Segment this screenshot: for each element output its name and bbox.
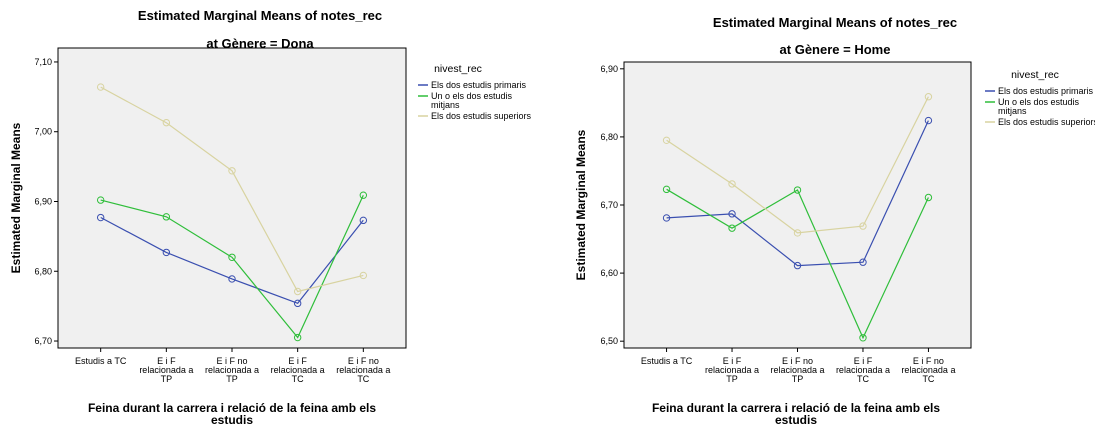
x-tick-label: E i F: [854, 356, 873, 366]
data-point: [96, 196, 105, 204]
data-point: [162, 118, 171, 127]
x-tick-label: TP: [161, 374, 173, 384]
data-point: [728, 180, 736, 188]
x-tick-label: E i F no: [216, 356, 247, 366]
chart-title: Estimated Marginal Means of notes_rec: [138, 8, 382, 23]
legend-title: nivest_rec: [434, 63, 482, 75]
data-point: [293, 333, 302, 342]
data-point: [859, 334, 867, 342]
y-axis-title: Estimated Marginal Means: [574, 129, 588, 280]
x-tick-label: TC: [922, 374, 934, 384]
data-point: [162, 213, 171, 221]
y-tick-label: 6,50: [600, 336, 618, 346]
data-point: [359, 191, 368, 199]
x-axis-title: estudis: [775, 413, 817, 427]
x-axis-title: Feina durant la carrera i relació de la …: [88, 401, 376, 415]
data-point: [728, 210, 736, 218]
legend-label: mitjans: [998, 106, 1027, 116]
x-tick-label: Estudis a TC: [75, 356, 127, 366]
x-tick-label: relacionada a: [205, 365, 259, 375]
data-point: [293, 299, 302, 308]
y-tick-label: 7,00: [34, 127, 52, 137]
data-point: [793, 186, 802, 194]
legend-label: Els dos estudis primaris: [431, 80, 527, 90]
series-line-1: [100, 216, 364, 305]
x-tick-label: TC: [357, 374, 369, 384]
y-axis-title: Estimated Marginal Means: [9, 122, 23, 273]
series-line-3: [100, 86, 364, 293]
data-point: [924, 116, 933, 125]
y-tick-label: 6,70: [34, 336, 52, 346]
chart-subtitle: at Gènere = Home: [780, 42, 891, 57]
legend-label: Els dos estudis superiors: [431, 111, 532, 121]
y-tick-label: 6,70: [600, 200, 618, 210]
data-point: [793, 261, 802, 270]
data-point: [662, 136, 671, 145]
data-point: [924, 93, 933, 101]
legend-label: mitjans: [431, 100, 460, 110]
x-tick-label: TP: [726, 374, 738, 384]
x-tick-label: E i F no: [348, 356, 379, 366]
data-point: [924, 193, 933, 202]
x-tick-label: relacionada a: [336, 365, 390, 375]
x-tick-label: E i F: [288, 356, 307, 366]
x-tick-label: TP: [226, 374, 238, 384]
data-point: [228, 253, 236, 262]
x-tick-label: relacionada a: [705, 365, 759, 375]
y-tick-label: 6,80: [600, 132, 618, 142]
data-point: [728, 224, 736, 232]
legend-title: nivest_rec: [1011, 69, 1059, 81]
data-point: [228, 275, 236, 283]
y-tick-label: 7,10: [34, 57, 52, 67]
chart-1: Estimated Marginal Means of notes_recat …: [9, 8, 532, 427]
plot-area: [623, 61, 972, 349]
x-tick-label: relacionada a: [770, 365, 824, 375]
legend-label: Els dos estudis superiors: [998, 117, 1095, 127]
data-point: [859, 258, 867, 266]
x-tick-label: E i F: [157, 356, 176, 366]
x-axis-title: estudis: [211, 413, 253, 427]
x-tick-label: E i F: [723, 356, 742, 366]
data-point: [228, 167, 236, 175]
chart-title: Estimated Marginal Means of notes_rec: [713, 15, 957, 30]
data-point: [96, 83, 105, 91]
data-point: [359, 271, 368, 280]
x-tick-label: relacionada a: [901, 365, 955, 375]
x-tick-label: relacionada a: [139, 365, 193, 375]
y-tick-label: 6,90: [34, 196, 52, 206]
data-point: [662, 185, 671, 194]
x-tick-label: TC: [292, 374, 304, 384]
y-tick-label: 6,80: [34, 266, 52, 276]
chart-subtitle: at Gènere = Dona: [206, 36, 314, 51]
series-line-3: [666, 96, 929, 234]
data-point: [793, 229, 802, 237]
x-tick-label: relacionada a: [271, 365, 325, 375]
x-tick-label: TP: [792, 374, 804, 384]
x-tick-label: E i F no: [782, 356, 813, 366]
x-tick-label: E i F no: [913, 356, 944, 366]
chart-2: Estimated Marginal Means of notes_recat …: [574, 15, 1095, 427]
x-tick-label: TC: [857, 374, 869, 384]
data-point: [359, 216, 368, 225]
data-point: [293, 287, 302, 296]
data-point: [662, 214, 671, 222]
data-point: [162, 248, 171, 257]
plot-area: [57, 47, 407, 349]
series-line-2: [666, 188, 929, 340]
legend-label: Els dos estudis primaris: [998, 86, 1094, 96]
x-axis-title: Feina durant la carrera i relació de la …: [652, 401, 940, 415]
legend-label: Un o els dos estudis: [431, 91, 513, 101]
y-tick-label: 6,60: [600, 268, 618, 278]
x-tick-label: Estudis a TC: [641, 356, 693, 366]
series-line-2: [100, 194, 364, 339]
legend-label: Un o els dos estudis: [998, 97, 1080, 107]
data-point: [859, 222, 867, 230]
data-point: [96, 213, 105, 222]
y-tick-label: 6,90: [600, 64, 618, 74]
x-tick-label: relacionada a: [836, 365, 890, 375]
